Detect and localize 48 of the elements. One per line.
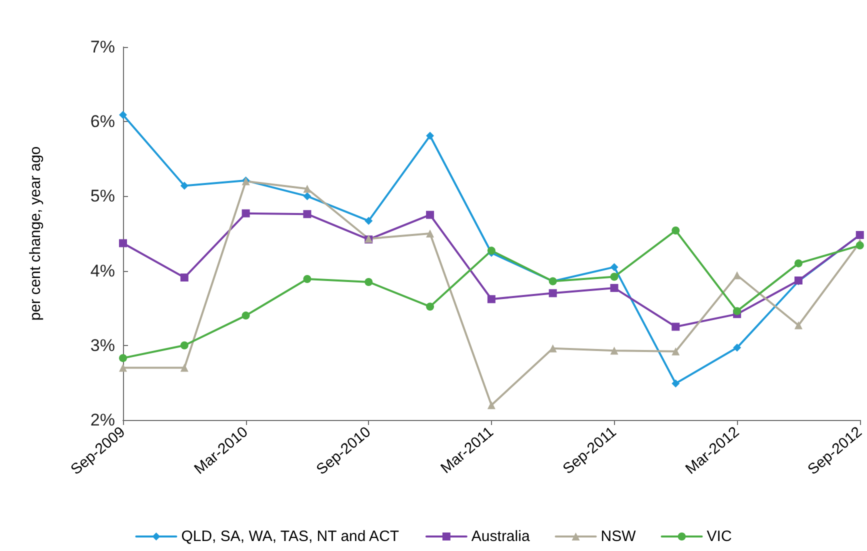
point [487,401,496,410]
point [364,216,373,225]
point [610,346,618,355]
point [303,192,312,200]
point [426,230,434,238]
point [672,226,680,235]
point [426,302,434,311]
y-tick-label: 2% [90,410,115,430]
legend-label: NSW [600,528,637,545]
point [794,321,802,330]
point [610,272,618,281]
legend-label: VIC [706,528,732,545]
point [426,210,434,219]
point [180,182,188,190]
point [242,209,250,218]
point [733,271,742,280]
point [119,239,127,248]
point [672,347,680,356]
point [119,110,127,119]
point [794,259,802,268]
point [610,263,618,272]
point [548,289,557,298]
point [180,364,188,372]
point [303,210,312,218]
point [856,241,864,250]
point [242,312,250,320]
y-tick-label: 7% [90,38,115,56]
point [303,184,312,193]
point [733,344,742,352]
point [487,295,496,304]
legend-label: QLD, SA, WA, TAS, NT and ACT [181,528,400,545]
point [180,274,188,282]
point [364,278,373,286]
y-tick-label: 5% [90,186,115,206]
y-tick-label: 3% [90,336,115,355]
legend-label: Australia [471,528,530,545]
point [672,379,680,388]
y-tick-label: 4% [90,261,115,280]
y-axis-title: per cent change, year ago [27,146,44,321]
point [733,307,742,316]
point [672,322,680,331]
y-tick-label: 6% [90,112,115,132]
point [303,275,312,284]
point [426,132,434,140]
point [180,341,188,350]
point [119,354,127,362]
point [610,284,618,292]
point [119,364,127,372]
